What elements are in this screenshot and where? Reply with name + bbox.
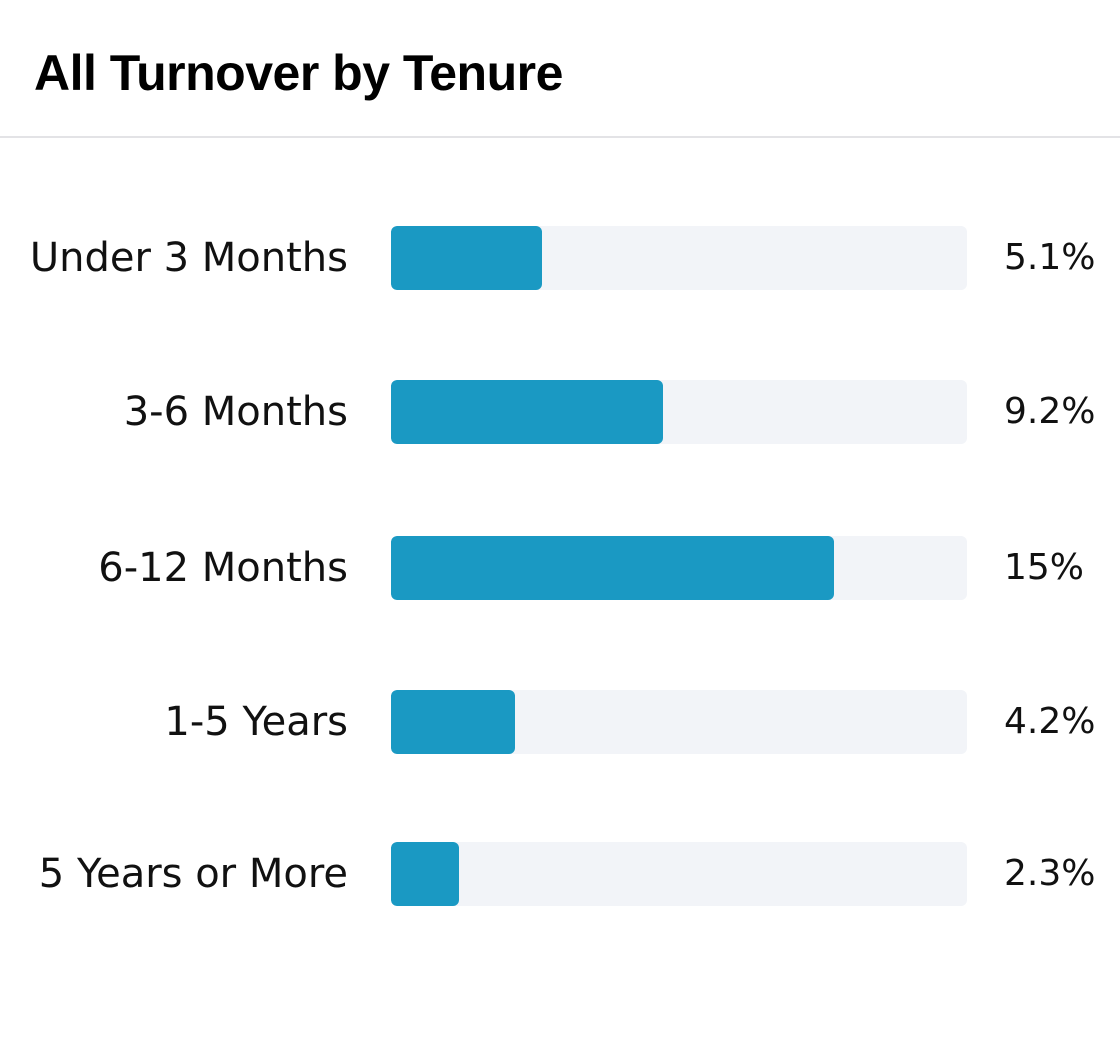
value-label: 2.3%	[1004, 853, 1096, 894]
bar-row-6-12-months: 6-12 Months 15%	[0, 536, 1120, 606]
category-label: 3-6 Months	[123, 389, 348, 435]
category-label: 5 Years or More	[38, 851, 348, 897]
chart-title: All Turnover by Tenure	[34, 45, 563, 101]
bar	[391, 842, 459, 906]
bar-track	[391, 690, 967, 754]
bar-track	[391, 226, 967, 290]
category-label: 6-12 Months	[98, 545, 348, 591]
bar-track	[391, 536, 967, 600]
bar-row-5-years-or-more: 5 Years or More 2.3%	[0, 842, 1120, 912]
bar	[391, 380, 663, 444]
bar-row-3-6-months: 3-6 Months 9.2%	[0, 380, 1120, 450]
value-label: 9.2%	[1004, 391, 1096, 432]
card-header: All Turnover by Tenure	[0, 0, 1120, 138]
category-label: 1-5 Years	[164, 699, 348, 745]
bar-row-1-5-years: 1-5 Years 4.2%	[0, 690, 1120, 760]
bar	[391, 690, 516, 754]
value-label: 4.2%	[1004, 701, 1096, 742]
value-label: 15%	[1004, 547, 1085, 588]
category-label: Under 3 Months	[29, 235, 348, 281]
bar-row-under-3-months: Under 3 Months 5.1%	[0, 226, 1120, 296]
bar-chart: Under 3 Months 5.1% 3-6 Months 9.2% 6-12…	[0, 140, 1120, 1060]
bar	[391, 226, 542, 290]
bar	[391, 536, 835, 600]
bar-track	[391, 842, 967, 906]
value-label: 5.1%	[1004, 237, 1096, 278]
bar-track	[391, 380, 967, 444]
